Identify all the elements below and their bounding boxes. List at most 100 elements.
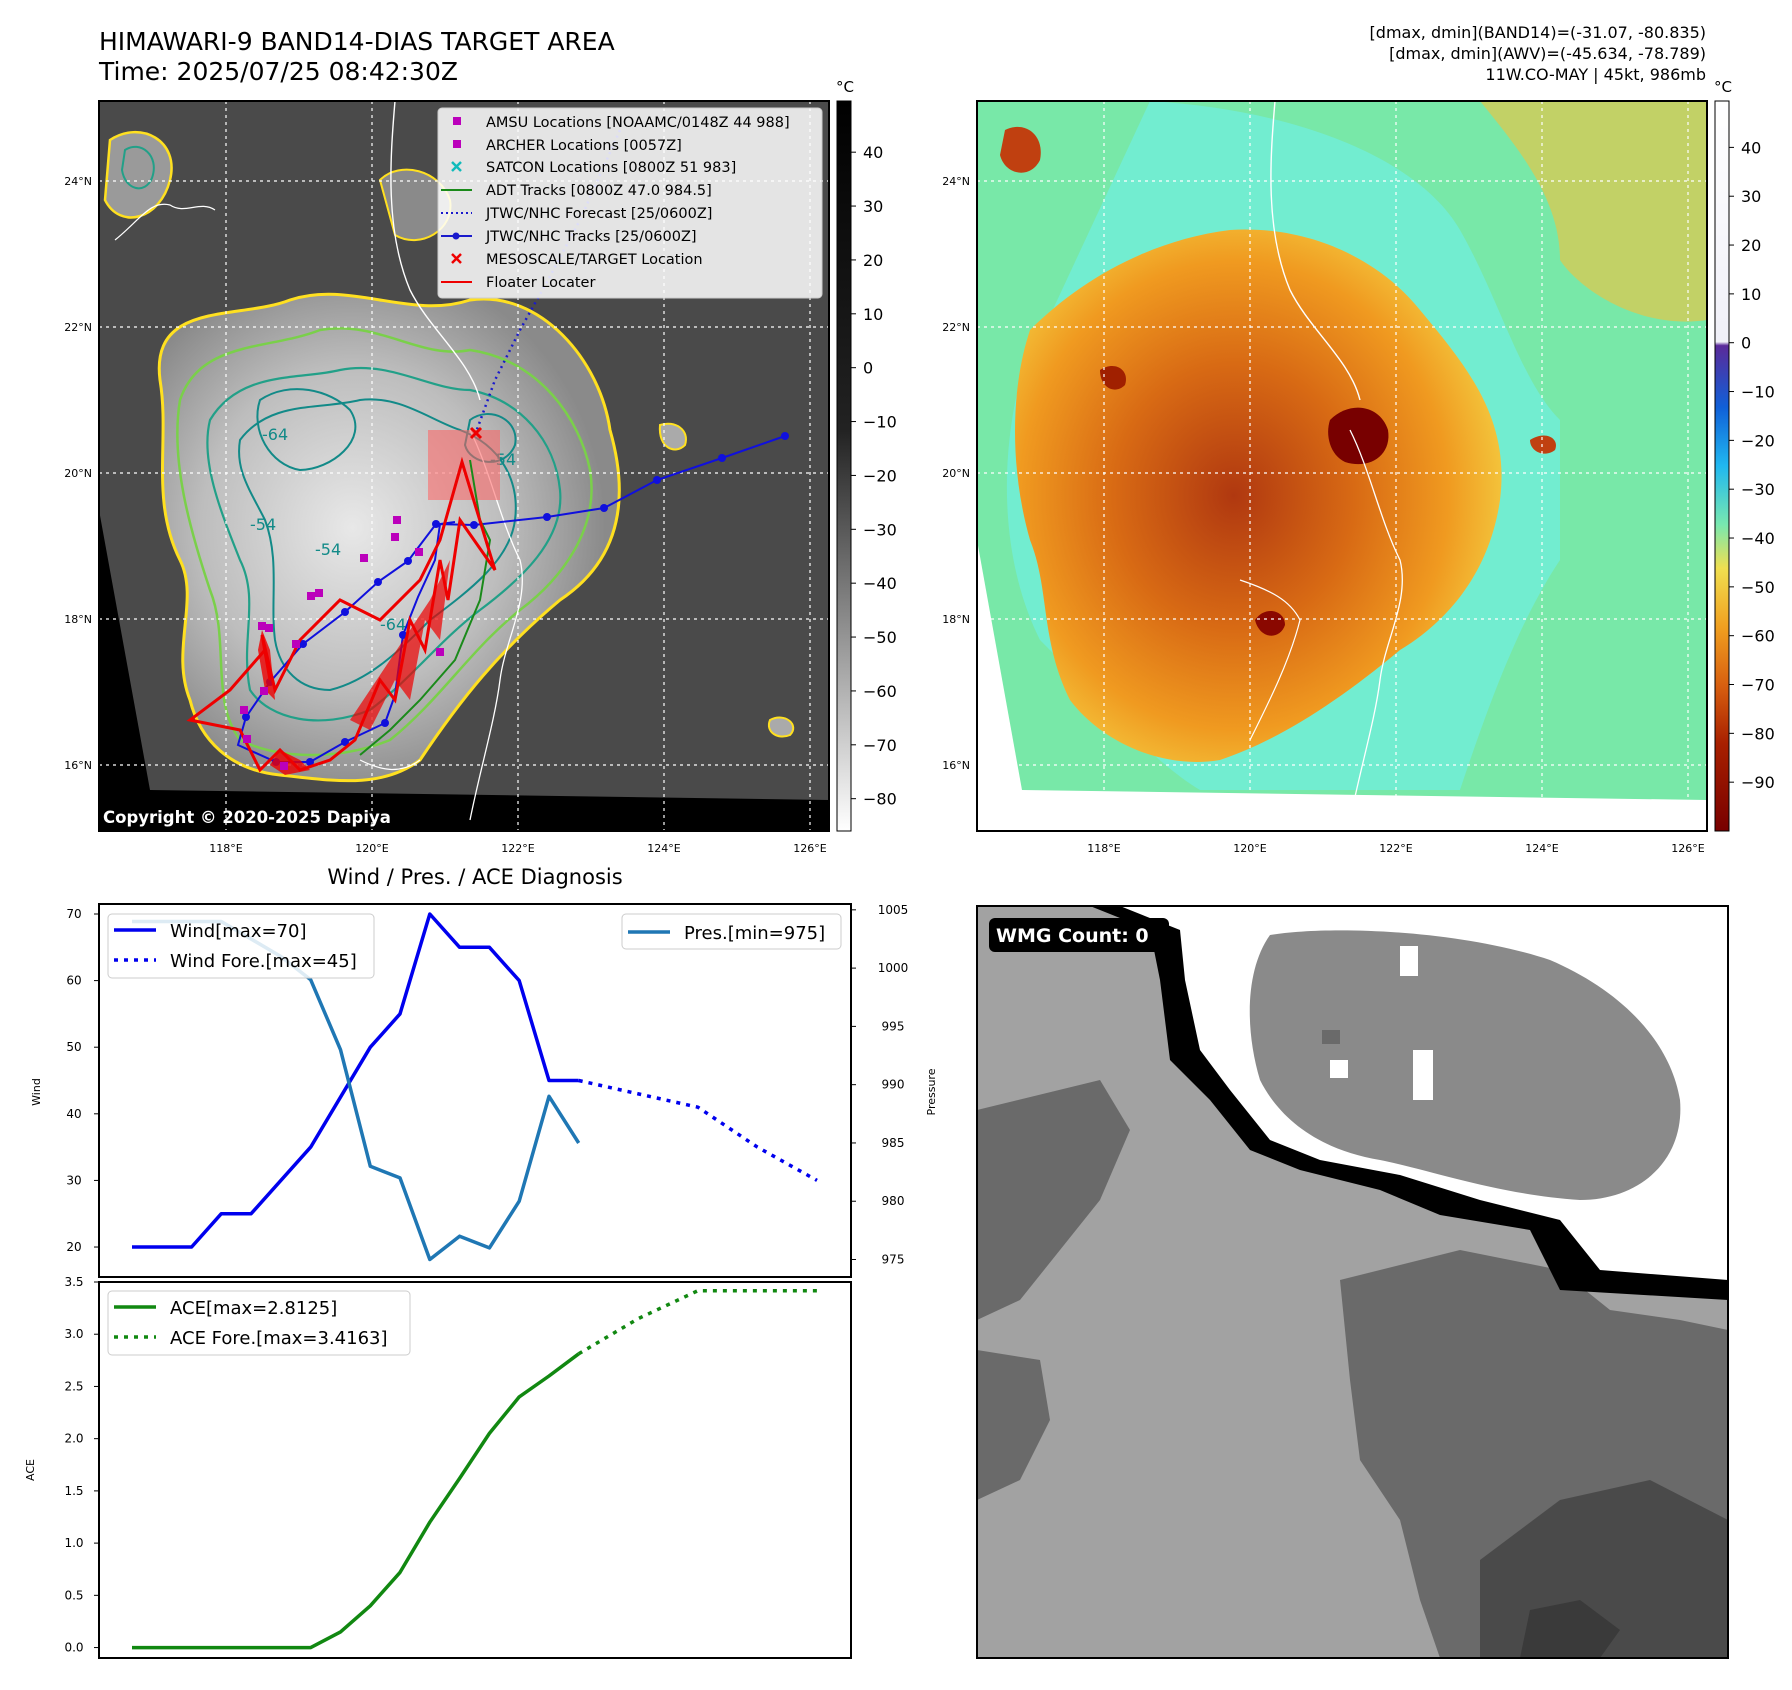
copyright-text: Copyright © 2020-2025 Dapiya	[103, 808, 391, 827]
awv-map-panel	[977, 101, 1707, 831]
wmg-frame	[976, 905, 1729, 1659]
chart-title: Wind / Pres. / ACE Diagnosis	[327, 865, 622, 889]
y-tick-label: 20	[66, 1240, 81, 1254]
legend-label: SATCON Locations [0800Z 51 983]	[486, 160, 736, 176]
legend-label: JTWC/NHC Forecast [25/0600Z]	[485, 206, 712, 222]
legend-label: JTWC/NHC Tracks [25/0600Z]	[485, 229, 697, 245]
series-line-0	[132, 912, 579, 1249]
y-tick-label: 50	[66, 1040, 81, 1054]
y-right-tick-label: 985	[882, 1136, 905, 1150]
y-tick-label: 2.0	[64, 1432, 83, 1446]
figure-time: Time: 2025/07/25 08:42:30Z	[98, 57, 458, 86]
legend-label: ACE Fore.[max=3.4163]	[170, 1328, 388, 1349]
y-tick-label: 3.5	[64, 1275, 83, 1289]
awv-colorbar: °C 40 30 20 10 0 −10 −20 −30 −40 −50 −60 −70 −80 −90	[1714, 78, 1775, 832]
y-right-tick-label: 1005	[878, 903, 909, 917]
dmax-awv-text: [dmax, dmin](AWV)=(-45.634, -78.789)	[1389, 44, 1706, 63]
wind-legend: Wind[max=70] Wind Fore.[max=45]	[107, 913, 375, 979]
lat-label: 24°N	[64, 175, 92, 188]
contour-label: -64	[380, 615, 406, 634]
jtwc-track-line	[236, 435, 786, 763]
y-tick-label: 1.0	[64, 1536, 83, 1550]
colorbar-unit: °C	[1714, 78, 1732, 96]
colorbar-tick-label: 0	[863, 359, 873, 378]
lon-label: 120°E	[355, 842, 388, 855]
legend-label: Floater Locater	[486, 275, 595, 291]
series-line-1	[578, 1078, 818, 1182]
amsu-archer-markers	[240, 516, 444, 770]
lon-label: 126°E	[1671, 842, 1704, 855]
y-tick-label: 0.0	[64, 1641, 83, 1655]
wind-pressure-chart: Wind Pressure 70 60 50 40 30 20 1005 1000 995 990…	[30, 903, 938, 1278]
colorbar-tick-label: 0	[1741, 334, 1751, 353]
lat-label: 18°N	[942, 613, 970, 626]
target-location-marker	[469, 426, 483, 440]
lat-label: 20°N	[942, 467, 970, 480]
colorbar-tick-label: −70	[1741, 676, 1775, 695]
y-right-tick-label: 1000	[878, 961, 909, 975]
lat-label: 16°N	[64, 759, 92, 772]
lat-label: 16°N	[942, 759, 970, 772]
series-line-1	[577, 1288, 817, 1356]
wmg-count-badge: WMG Count: 0	[989, 918, 1169, 952]
y-tick-label: 0.5	[64, 1588, 83, 1602]
y-tick-label: 60	[66, 974, 81, 988]
legend-label: Pres.[min=975]	[684, 923, 825, 944]
ace-ylabel: ACE	[24, 1459, 37, 1481]
colorbar-tick-label: −40	[863, 574, 897, 593]
ir-map-lon-labels: 118°E 120°E 122°E 124°E 126°E	[209, 842, 826, 855]
storm-info-text: 11W.CO-MAY | 45kt, 986mb	[1485, 65, 1706, 84]
colorbar-tick-label: −80	[1741, 724, 1775, 743]
legend-label: Wind[max=70]	[170, 921, 307, 942]
pressure-ylabel: Pressure	[925, 1068, 938, 1115]
legend-label: ADT Tracks [0800Z 47.0 984.5]	[486, 183, 712, 199]
y-tick-label: 1.5	[64, 1484, 83, 1498]
lon-label: 124°E	[1525, 842, 1558, 855]
wmg-count-text: WMG Count: 0	[996, 925, 1149, 947]
colorbar-tick-label: 40	[1741, 138, 1761, 157]
y-right-tick-label: 995	[882, 1019, 905, 1033]
legend-label: ACE[max=2.8125]	[170, 1298, 337, 1319]
lat-label: 18°N	[64, 613, 92, 626]
legend-label: Wind Fore.[max=45]	[170, 951, 357, 972]
colorbar-tick-label: −20	[1741, 431, 1775, 450]
legend-x-marker	[451, 161, 462, 172]
colorbar-tick-label: −80	[863, 790, 897, 809]
y-right-tick-label: 990	[882, 1078, 905, 1092]
jtwc-forecast-line	[473, 129, 622, 436]
contour-label: -64	[262, 425, 288, 444]
y-right-tick-label: 975	[882, 1253, 905, 1267]
ir-map-panel: -64 -54 -54 -54 -64	[99, 101, 829, 831]
colorbar-tick-label: −50	[863, 628, 897, 647]
colorbar-tick-label: 20	[863, 251, 883, 270]
ir-colorbar: °C 40 30 20 10 0 −10 −20 −30 −40 −50 −60 −70 −80	[836, 78, 897, 832]
ace-legend: ACE[max=2.8125] ACE Fore.[max=3.4163]	[107, 1290, 411, 1356]
colorbar-unit: °C	[836, 78, 854, 96]
lon-label: 126°E	[793, 842, 826, 855]
y-tick-label: 3.0	[64, 1327, 83, 1341]
lon-label: 118°E	[209, 842, 242, 855]
ir-map-frame	[98, 100, 830, 832]
colorbar-tick-label: 40	[863, 143, 883, 162]
awv-map-frame	[976, 100, 1708, 832]
lon-label: 122°E	[1379, 842, 1412, 855]
pressure-legend: Pres.[min=975]	[621, 913, 842, 950]
colorbar-tick-label: 30	[863, 197, 883, 216]
lon-label: 120°E	[1233, 842, 1266, 855]
y-tick-label: 2.5	[64, 1379, 83, 1393]
awv-map-lat-labels: 24°N 22°N 20°N 18°N 16°N	[942, 175, 970, 772]
colorbar-tick-label: −60	[1741, 627, 1775, 646]
colorbar-tick-label: 20	[1741, 236, 1761, 255]
y-tick-label: 40	[66, 1107, 81, 1121]
colorbar-tick-label: 10	[863, 305, 883, 324]
wmg-panel	[977, 906, 1728, 1658]
lon-label: 124°E	[647, 842, 680, 855]
colorbar-tick-label: −10	[863, 413, 897, 432]
colorbar-tick-label: −70	[863, 736, 897, 755]
legend-square-marker	[453, 140, 461, 148]
legend-label: MESOSCALE/TARGET Location	[486, 252, 703, 268]
y-right-tick-label: 980	[882, 1194, 905, 1208]
lat-label: 22°N	[942, 321, 970, 334]
figure-title: HIMAWARI-9 BAND14-DIAS TARGET AREA	[99, 27, 615, 56]
legend-label: ARCHER Locations [0057Z]	[486, 138, 682, 154]
